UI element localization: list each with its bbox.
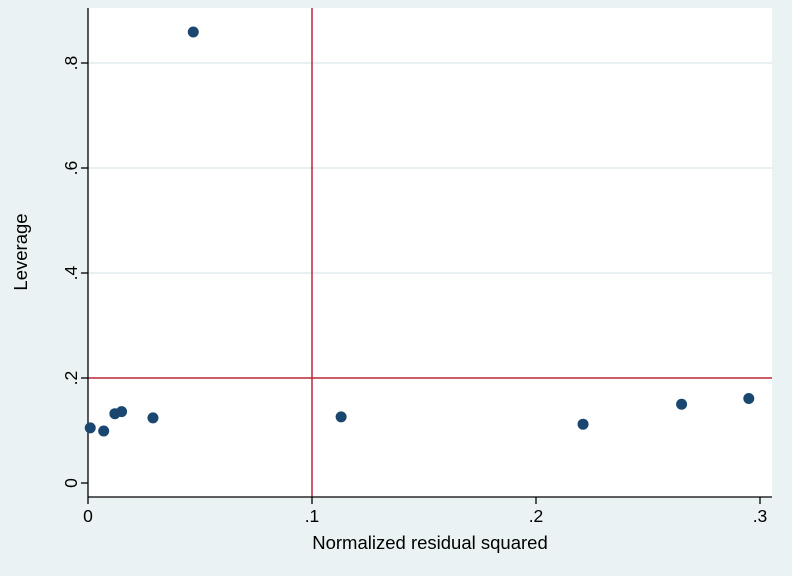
y-axis-ticks: 0 .2 .4 .6 .8 bbox=[61, 56, 88, 488]
y-tick-label: .4 bbox=[61, 265, 81, 280]
data-point bbox=[187, 26, 199, 38]
reference-lines bbox=[88, 8, 772, 497]
data-point bbox=[84, 422, 96, 434]
data-points bbox=[84, 26, 755, 437]
y-tick-label: .6 bbox=[61, 161, 81, 176]
data-point bbox=[98, 425, 110, 437]
y-tick-label: .2 bbox=[61, 371, 81, 386]
y-tick-label: 0 bbox=[61, 478, 81, 488]
x-tick-label: .1 bbox=[305, 506, 320, 526]
x-axis-ticks: 0 .1 .2 .3 bbox=[83, 497, 767, 526]
x-axis-title: Normalized residual squared bbox=[312, 532, 547, 553]
data-point bbox=[116, 406, 128, 418]
y-tick-label: .8 bbox=[61, 56, 81, 71]
x-tick-label: .3 bbox=[753, 506, 768, 526]
data-point bbox=[147, 412, 159, 424]
x-tick-label: 0 bbox=[83, 506, 93, 526]
y-axis-title: Leverage bbox=[10, 213, 31, 290]
data-point bbox=[335, 411, 347, 423]
data-point bbox=[577, 418, 589, 430]
plot-region bbox=[88, 8, 772, 497]
data-point bbox=[743, 392, 755, 404]
data-point bbox=[676, 398, 688, 410]
x-tick-label: .2 bbox=[529, 506, 544, 526]
